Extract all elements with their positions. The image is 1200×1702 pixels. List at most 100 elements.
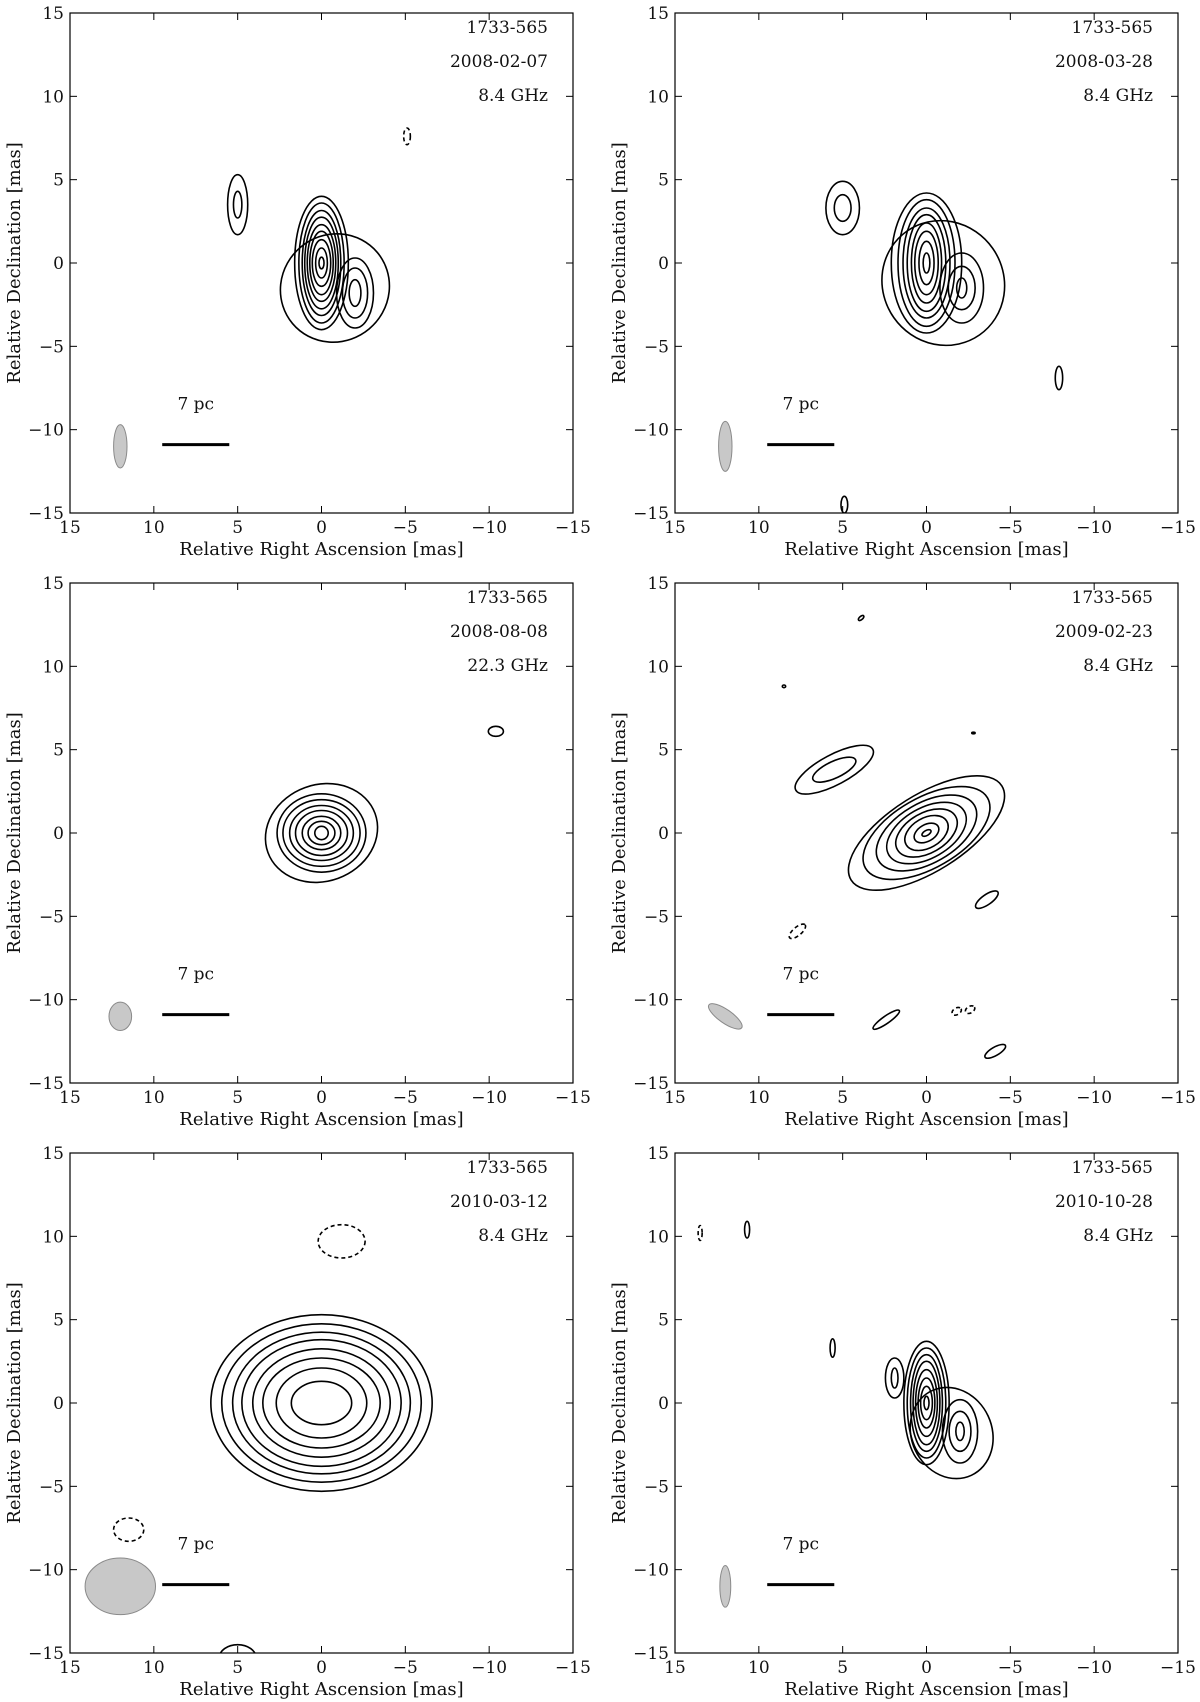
restoring-beam (707, 1003, 743, 1030)
y-tick-label: 5 (658, 741, 669, 761)
epoch-label: 2009-02-23 (1055, 622, 1153, 642)
x-tick-label: −15 (555, 518, 591, 538)
negative-contour (402, 127, 412, 146)
restoring-beam (84, 1557, 157, 1616)
contour-level (311, 238, 332, 288)
panel-4: 15 15 10 10 5 5 0 0 −5 −5 −10 −10 −15 −15 Relative Rig… (609, 574, 1196, 1130)
epoch-label: 2010-03-12 (450, 1192, 548, 1212)
contour-level (303, 216, 340, 310)
y-tick-label: 10 (42, 87, 64, 107)
y-tick-label: −10 (633, 991, 669, 1011)
restoring-beam (719, 1565, 732, 1608)
contour-level (939, 252, 985, 324)
frequency-label: 8.4 GHz (478, 86, 548, 106)
contour-level (275, 1367, 368, 1439)
x-axis-title: Relative Right Ascension [mas] (784, 1679, 1068, 1700)
y-tick-label: −10 (633, 421, 669, 441)
y-tick-label: −10 (633, 1561, 669, 1581)
y-tick-label: −15 (633, 1074, 669, 1094)
contour-map (264, 725, 505, 884)
epoch-label: 2010-10-28 (1055, 1192, 1153, 1212)
contour-level (276, 793, 367, 873)
x-tick-label: 15 (59, 518, 81, 538)
y-tick-label: −15 (28, 504, 64, 524)
source-label: 1733-565 (467, 18, 548, 38)
x-axis-title: Relative Right Ascension [mas] (784, 539, 1068, 560)
contour-level (894, 808, 959, 858)
contour-level (293, 195, 350, 331)
contour-level (294, 809, 349, 857)
negative-contour (951, 1006, 963, 1016)
y-tick-label: 0 (658, 1394, 669, 1414)
x-tick-label: 5 (232, 518, 243, 538)
x-tick-label: 0 (316, 1088, 327, 1108)
y-tick-label: 0 (53, 1394, 64, 1414)
y-tick-label: 5 (658, 1311, 669, 1331)
contour-level (241, 1338, 402, 1468)
contour-level (884, 1357, 905, 1399)
y-tick-label: −10 (28, 991, 64, 1011)
y-axis-title: Relative Declination [mas] (4, 142, 25, 383)
contour-level (913, 230, 940, 296)
contour-level (306, 223, 337, 303)
contour-map (112, 1223, 433, 1653)
epoch-label: 2008-08-08 (450, 622, 548, 642)
scale-bar-label: 7 pc (177, 395, 214, 415)
contour-level (919, 1385, 934, 1421)
contour-level (885, 801, 968, 865)
y-tick-label: 15 (42, 4, 64, 24)
panel-1: 15 15 10 10 5 5 0 0 −5 −5 −10 −10 −15 −15 Relative Rig… (4, 4, 591, 560)
source-label: 1733-565 (467, 1158, 548, 1178)
x-tick-label: 10 (748, 1658, 770, 1678)
contour-level (298, 202, 345, 324)
restoring-beam (113, 424, 128, 469)
y-tick-label: 10 (647, 87, 669, 107)
y-tick-label: 15 (42, 1144, 64, 1164)
negative-contour (317, 1223, 366, 1259)
source-label: 1733-565 (1072, 1158, 1153, 1178)
y-tick-label: −5 (39, 1477, 64, 1497)
contour-level (910, 222, 943, 304)
x-tick-label: −10 (471, 1658, 507, 1678)
x-tick-label: 10 (143, 1088, 165, 1108)
y-tick-label: −15 (28, 1074, 64, 1094)
contour-level (232, 190, 243, 219)
y-tick-label: 5 (658, 171, 669, 191)
x-tick-label: 10 (748, 518, 770, 538)
contour-level (210, 1313, 433, 1493)
contour-level (909, 1353, 944, 1453)
y-tick-label: 0 (53, 254, 64, 274)
contour-level (897, 198, 956, 328)
source-label: 1733-565 (467, 588, 548, 608)
x-tick-label: 15 (664, 1658, 686, 1678)
x-tick-label: 10 (143, 518, 165, 538)
y-tick-label: −10 (28, 421, 64, 441)
x-tick-label: 5 (837, 518, 848, 538)
contour-level (487, 725, 505, 738)
contour-level (743, 1220, 751, 1239)
y-tick-label: 0 (53, 824, 64, 844)
x-tick-label: −15 (1160, 518, 1196, 538)
epoch-label: 2008-03-28 (1055, 52, 1153, 72)
negative-contour (697, 1224, 703, 1242)
y-tick-label: 15 (42, 574, 64, 594)
x-axis-title: Relative Right Ascension [mas] (179, 1109, 463, 1130)
contour-level (922, 252, 931, 274)
x-tick-label: −5 (998, 1088, 1023, 1108)
contour-level (909, 1386, 994, 1480)
y-tick-label: −15 (28, 1644, 64, 1664)
x-tick-label: −5 (393, 1658, 418, 1678)
contour-level (875, 794, 978, 872)
scale-bar-label: 7 pc (782, 395, 819, 415)
y-tick-label: −15 (633, 504, 669, 524)
contour-level (906, 1347, 947, 1459)
y-tick-label: −15 (633, 1644, 669, 1664)
contour-level (301, 815, 342, 851)
negative-contour (788, 923, 807, 940)
contour-map (825, 180, 1064, 513)
scale-bar-label: 7 pc (782, 1535, 819, 1555)
x-tick-label: 15 (664, 518, 686, 538)
x-tick-label: 10 (748, 1088, 770, 1108)
contour-level (313, 825, 330, 841)
frequency-label: 8.4 GHz (478, 1226, 548, 1246)
